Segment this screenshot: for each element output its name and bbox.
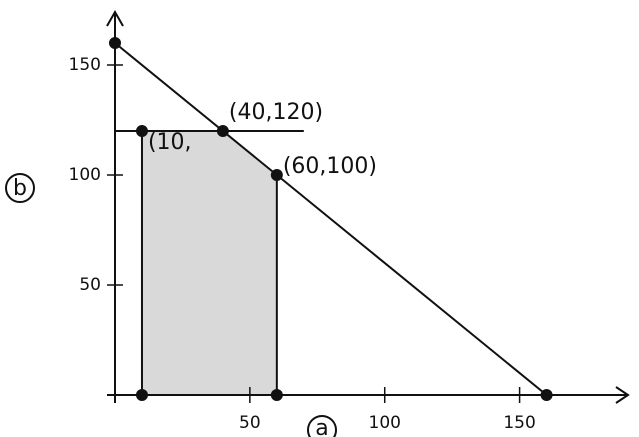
vertex-label: (60,100)	[283, 154, 377, 179]
vertex-point	[136, 389, 148, 401]
vertex-point	[271, 169, 283, 181]
vertex-point	[217, 125, 229, 137]
vertex-point	[271, 389, 283, 401]
x-tick-label: 50	[239, 413, 261, 433]
y-axis-label: b	[13, 176, 27, 201]
x-axis-label: a	[315, 416, 328, 437]
chart: b a 50 100 150 50 100 150 (10, (40,120) (60,100)	[0, 0, 639, 437]
x-tick-label: 150	[503, 413, 535, 433]
vertex-point	[136, 125, 148, 137]
vertex-point	[109, 37, 121, 49]
x-tick-label: 100	[369, 413, 401, 433]
y-tick-label: 50	[79, 275, 101, 295]
vertex-label: (10,	[148, 130, 192, 155]
vertex-label: (40,120)	[229, 100, 323, 125]
feasible-region	[142, 131, 277, 395]
vertex-point	[541, 389, 553, 401]
y-tick-label: 150	[69, 55, 101, 75]
y-tick-label: 100	[69, 165, 101, 185]
